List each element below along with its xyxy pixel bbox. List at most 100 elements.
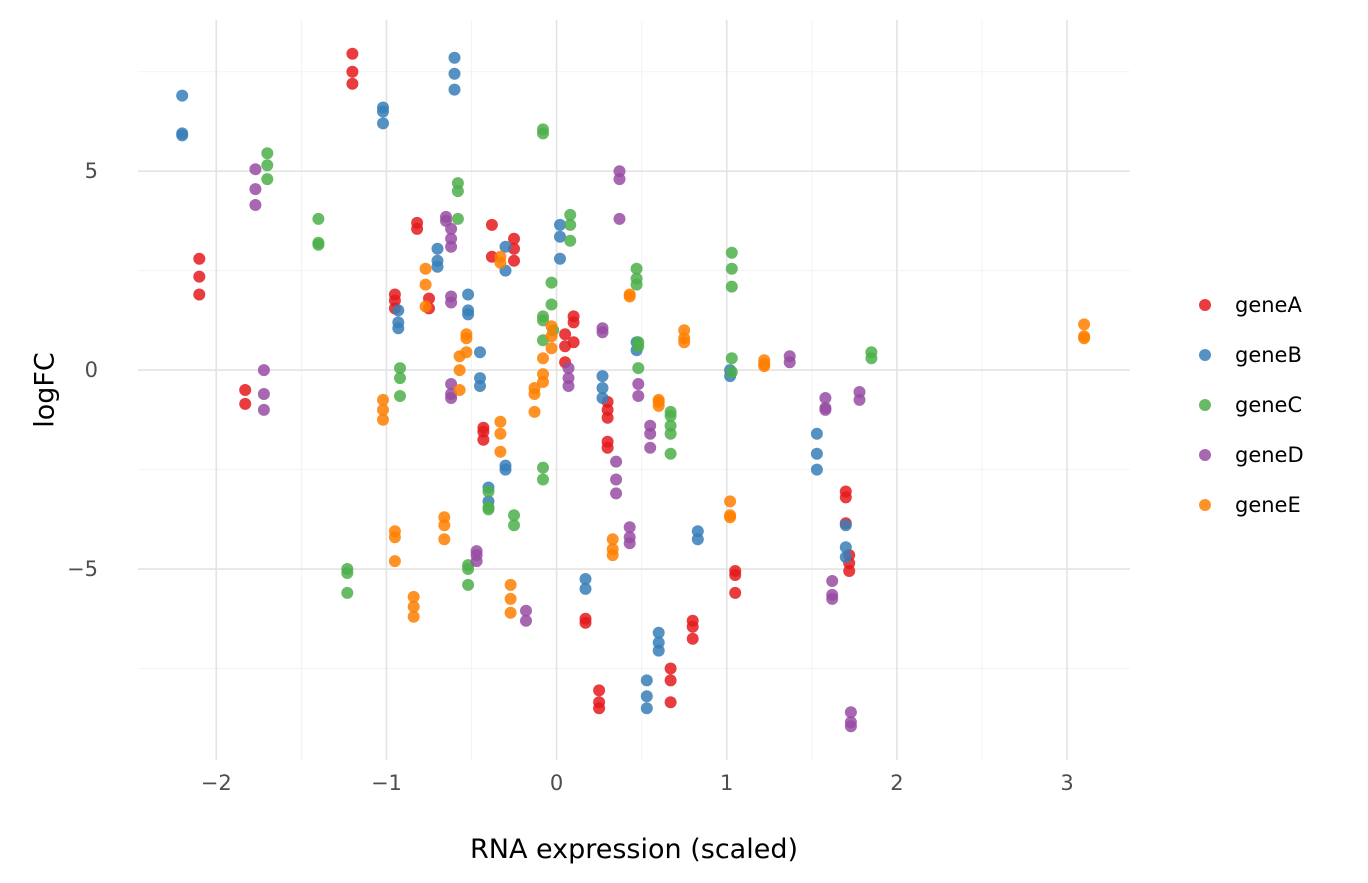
data-point-geneD — [819, 403, 832, 416]
data-point-geneA — [593, 702, 606, 715]
data-point-geneB — [377, 105, 389, 118]
legend-key-geneE — [1199, 499, 1211, 511]
data-point-geneB — [554, 252, 566, 265]
data-point-geneE — [1078, 318, 1091, 331]
data-point-geneB — [499, 240, 512, 253]
data-point-geneE — [528, 388, 541, 400]
data-point-geneC — [394, 362, 406, 375]
data-point-geneE — [545, 330, 558, 343]
data-point-geneB — [596, 382, 609, 394]
data-point-geneD — [257, 403, 270, 416]
data-point-geneE — [407, 610, 420, 623]
data-point-geneB — [554, 218, 566, 231]
y-axis-title: logFC — [29, 352, 60, 428]
data-point-geneB — [554, 230, 566, 243]
data-point-geneB — [640, 690, 653, 703]
data-point-geneC — [664, 447, 677, 460]
data-point-geneB — [810, 463, 823, 476]
data-point-geneD — [257, 364, 270, 377]
data-point-geneE — [388, 531, 401, 544]
data-point-geneD — [853, 393, 866, 406]
data-point-geneB — [499, 463, 512, 476]
data-point-geneD — [632, 378, 645, 390]
data-point-geneA — [239, 384, 252, 396]
data-point-geneE — [758, 360, 771, 373]
data-point-geneE — [724, 511, 737, 524]
y-tick-label: 5 — [85, 159, 98, 183]
data-point-geneE — [438, 533, 451, 546]
data-point-geneE — [678, 336, 691, 349]
x-tick-label: −1 — [371, 771, 402, 795]
data-point-geneD — [520, 604, 532, 617]
legend-label-geneD: geneD — [1235, 443, 1304, 467]
data-point-geneA — [729, 586, 742, 599]
data-point-geneB — [392, 322, 405, 335]
data-point-geneB — [377, 117, 389, 130]
data-point-geneE — [504, 606, 517, 619]
data-point-geneB — [176, 129, 189, 142]
data-point-geneD — [249, 163, 262, 176]
data-point-geneA — [567, 336, 580, 349]
data-point-geneE — [453, 384, 466, 396]
data-point-geneC — [341, 567, 354, 579]
data-point-geneB — [176, 89, 189, 102]
data-point-geneD — [445, 378, 458, 390]
data-point-geneC — [508, 519, 520, 532]
data-point-geneD — [249, 183, 262, 196]
data-point-geneE — [388, 555, 401, 568]
data-point-geneA — [411, 222, 424, 235]
x-tick-label: 2 — [890, 771, 903, 795]
data-point-geneA — [239, 397, 252, 410]
data-point-geneC — [394, 390, 406, 402]
data-point-geneD — [826, 592, 839, 605]
data-point-geneB — [691, 533, 704, 546]
data-point-geneB — [839, 519, 852, 532]
data-point-geneC — [312, 238, 325, 251]
data-point-geneE — [545, 320, 558, 333]
data-point-geneE — [419, 262, 432, 275]
data-point-geneC — [725, 352, 738, 365]
data-point-geneC — [664, 427, 677, 440]
data-point-geneA — [193, 270, 206, 283]
data-point-geneB — [474, 380, 486, 392]
data-point-geneE — [377, 393, 389, 406]
data-point-geneD — [844, 706, 857, 719]
data-point-geneD — [445, 240, 458, 253]
legend-key-geneD — [1199, 449, 1211, 461]
data-point-geneD — [610, 455, 623, 468]
data-point-geneC — [537, 473, 549, 486]
data-point-geneC — [630, 262, 643, 275]
data-point-geneA — [664, 674, 677, 687]
data-point-geneA — [843, 565, 856, 577]
data-point-geneC — [261, 159, 274, 172]
data-point-geneB — [448, 83, 461, 96]
data-point-geneE — [494, 445, 507, 458]
data-point-geneA — [593, 684, 606, 697]
data-point-geneE — [453, 364, 466, 377]
data-point-geneE — [494, 415, 507, 428]
data-point-geneB — [640, 674, 653, 687]
x-axis-ticks: −2 −1 0 1 2 3 — [201, 771, 1074, 795]
data-point-geneB — [839, 551, 852, 564]
y-axis-ticks: −5 0 5 — [67, 159, 98, 581]
data-point-geneA — [686, 632, 699, 645]
data-point-geneC — [725, 246, 738, 259]
data-point-geneB — [596, 392, 609, 404]
data-point-geneB — [392, 304, 405, 317]
data-point-geneE — [494, 427, 507, 440]
data-point-geneE — [504, 592, 517, 605]
data-point-geneC — [564, 218, 577, 231]
data-point-geneB — [596, 370, 609, 383]
data-point-geneC — [632, 340, 645, 353]
data-point-geneD — [613, 212, 626, 225]
data-point-geneB — [810, 427, 823, 440]
data-point-geneC — [537, 127, 549, 140]
data-points — [176, 47, 1091, 733]
data-point-geneC — [564, 208, 577, 221]
data-point-geneE — [724, 495, 737, 508]
x-tick-label: 0 — [550, 771, 563, 795]
legend-key-geneA — [1199, 299, 1211, 311]
data-point-geneA — [601, 411, 614, 424]
data-point-geneC — [545, 276, 558, 289]
data-point-geneC — [462, 578, 475, 591]
